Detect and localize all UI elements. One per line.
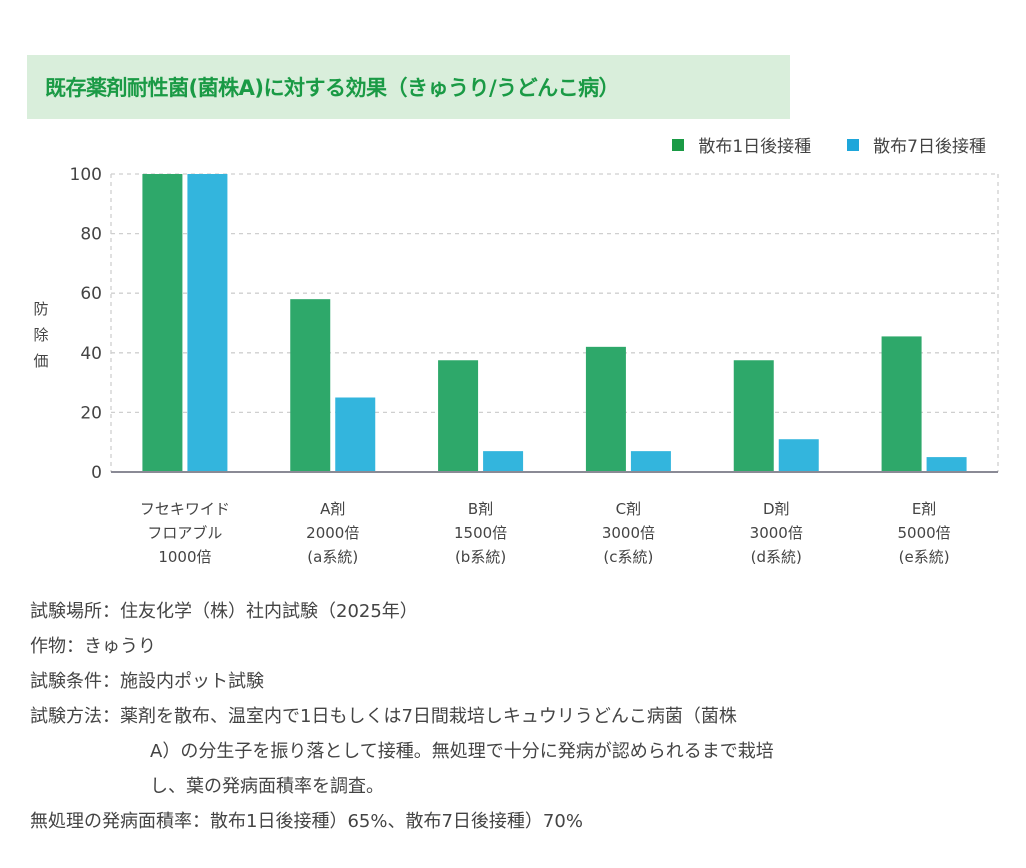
note-row: 作物： きゅうり bbox=[30, 629, 1000, 664]
y-axis-label-char: 価 bbox=[33, 352, 49, 370]
note-row: 試験方法： 薬剤を散布、温室内で1日もしくは7日間栽培しキュウリうどんこ病菌（菌株 bbox=[30, 699, 1000, 734]
bar-day7 bbox=[778, 439, 819, 472]
y-axis-label-char: 除 bbox=[33, 326, 49, 344]
x-axis-labels: フセキワイド フロアブル 1000倍 A剤 2000倍 (a系統) B剤 1500倍 (b系統)… bbox=[0, 497, 1026, 577]
bar-day7 bbox=[926, 457, 967, 472]
y-tick-label: 20 bbox=[80, 403, 102, 423]
note-row: 試験場所： 住友化学（株）社内試験（2025年） bbox=[30, 594, 1000, 629]
y-axis-label-char: 防 bbox=[33, 300, 49, 318]
x-tick-label-line: 2000倍 bbox=[306, 524, 360, 542]
legend-label: 散布1日後接種 bbox=[698, 137, 812, 157]
x-tick-label-line: 1000倍 bbox=[158, 548, 212, 566]
note-key: 試験方法： bbox=[30, 706, 120, 727]
note-continuation: A）の分生子を振り落として接種。無処理で十分に発病が認められるまで栽培 bbox=[150, 741, 774, 762]
legend-item-series2: 散布7日後接種 bbox=[847, 132, 986, 157]
bar-chart: 0 20 40 60 80 100 bbox=[70, 165, 999, 483]
bar-day7 bbox=[335, 397, 376, 472]
x-tick-label-line: (e系統) bbox=[898, 548, 950, 566]
y-tick-label: 100 bbox=[70, 165, 102, 185]
bar-day7 bbox=[630, 451, 671, 472]
x-tick-label-line: フロアブル bbox=[147, 524, 223, 542]
bar-day1 bbox=[142, 174, 183, 472]
legend-swatch-green bbox=[672, 138, 685, 151]
chart-title-banner: 既存薬剤耐性菌(菌株A)に対する効果（きゅうり/うどんこ病） bbox=[27, 55, 790, 119]
bar-day1 bbox=[438, 360, 479, 472]
x-tick-label-line: 3000倍 bbox=[749, 524, 803, 542]
x-tick-label: A剤 2000倍 (a系統) bbox=[258, 497, 408, 569]
bar-day1 bbox=[290, 299, 331, 472]
bar-day1 bbox=[881, 336, 922, 472]
y-tick-label: 40 bbox=[80, 344, 102, 364]
x-tick-label-line: 5000倍 bbox=[897, 524, 951, 542]
test-notes: 試験場所： 住友化学（株）社内試験（2025年） 作物： きゅうり 試験条件： 施設内ポッ… bbox=[30, 594, 1000, 839]
x-tick-label-line: (a系統) bbox=[307, 548, 359, 566]
x-tick-label-line: D剤 bbox=[762, 500, 790, 518]
note-row: 試験条件： 施設内ポット試験 bbox=[30, 664, 1000, 699]
bar-day1 bbox=[585, 346, 626, 472]
note-key: 作物： bbox=[30, 636, 84, 657]
legend-item-series1: 散布1日後接種 bbox=[672, 132, 811, 157]
x-tick-label: B剤 1500倍 (b系統) bbox=[406, 497, 556, 569]
y-axis-label: 防除価 bbox=[30, 296, 52, 374]
note-key: 試験場所： bbox=[30, 601, 120, 622]
y-tick-label: 60 bbox=[80, 284, 102, 304]
x-tick-label-line: 3000倍 bbox=[601, 524, 655, 542]
note-row: 無処理の発病面積率： 散布1日後接種）65%、散布7日後接種）70% bbox=[30, 804, 1000, 839]
chart-title: 既存薬剤耐性菌(菌株A)に対する効果（きゅうり/うどんこ病） bbox=[45, 76, 620, 100]
x-tick-label-line: 1500倍 bbox=[453, 524, 508, 542]
x-tick-label-line: (b系統) bbox=[454, 548, 507, 566]
x-tick-label-line: A剤 bbox=[320, 500, 346, 518]
note-continuation: し、葉の発病面積率を調査。 bbox=[150, 776, 384, 797]
x-tick-label-line: B剤 bbox=[467, 500, 494, 518]
bar-day7 bbox=[483, 451, 524, 472]
bar-day1 bbox=[733, 360, 774, 472]
note-key: 試験条件： bbox=[30, 671, 120, 692]
note-value: 施設内ポット試験 bbox=[120, 671, 264, 692]
legend-swatch-blue bbox=[847, 138, 860, 151]
y-tick-label: 0 bbox=[91, 463, 102, 483]
x-tick-label-line: (d系統) bbox=[750, 548, 802, 566]
y-tick-label: 80 bbox=[80, 225, 102, 245]
note-value: 住友化学（株）社内試験（2025年） bbox=[120, 601, 418, 622]
x-tick-label-line: (c系統) bbox=[603, 548, 654, 566]
x-tick-label: C剤 3000倍 (c系統) bbox=[553, 497, 703, 569]
note-value: きゅうり bbox=[84, 636, 156, 657]
x-tick-label: フセキワイド フロアブル 1000倍 bbox=[110, 497, 260, 569]
legend-label: 散布7日後接種 bbox=[873, 137, 986, 157]
x-tick-label: D剤 3000倍 (d系統) bbox=[701, 497, 851, 569]
x-tick-label-line: フセキワイド bbox=[139, 500, 230, 518]
legend: 散布1日後接種 散布7日後接種 bbox=[672, 132, 986, 157]
note-value: 薬剤を散布、温室内で1日もしくは7日間栽培しキュウリうどんこ病菌（菌株 bbox=[120, 706, 737, 727]
note-key: 無処理の発病面積率： bbox=[30, 811, 210, 832]
x-tick-label: E剤 5000倍 (e系統) bbox=[849, 497, 999, 569]
x-tick-label-line: C剤 bbox=[615, 500, 642, 518]
bar-day7 bbox=[187, 174, 228, 472]
note-value: 散布1日後接種）65%、散布7日後接種）70% bbox=[210, 811, 583, 832]
x-tick-label-line: E剤 bbox=[911, 500, 937, 518]
